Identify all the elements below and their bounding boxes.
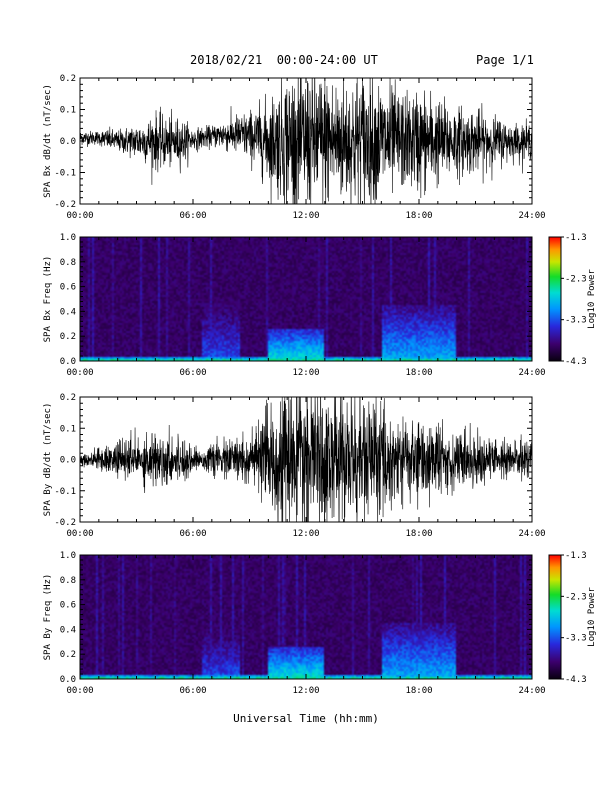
y-tick-label: 0.2: [60, 74, 76, 84]
y-tick-label: 0.0: [60, 357, 76, 367]
colorbar-tick-label: -4.3: [565, 357, 587, 367]
x-tick-label: 18:00: [405, 368, 432, 378]
x-tick-label: 12:00: [292, 368, 319, 378]
panel-1: -0.2 -0.1 0.0 0.1 0.2 00:00 06:00 12:00 18:00 24:…: [43, 74, 546, 221]
colorbar-tick-label: -4.3: [565, 675, 587, 685]
colorbar: [548, 236, 562, 362]
x-tick-label: 00:00: [66, 211, 93, 221]
y-tick-label: 0.1: [60, 106, 76, 116]
x-tick-label: 00:00: [66, 686, 93, 696]
x-tick-label: 18:00: [405, 686, 432, 696]
y-tick-label: 0.8: [60, 576, 76, 586]
y-tick-label: 0.4: [60, 625, 76, 635]
y-tick-label: 1.0: [60, 233, 76, 243]
x-tick-label: 24:00: [518, 211, 545, 221]
waveform-trace: [80, 397, 532, 522]
x-tick-label: 18:00: [405, 211, 432, 221]
colorbar-tick-label: -2.3: [565, 274, 587, 284]
x-tick-label: 06:00: [179, 529, 206, 539]
colorbar: [548, 554, 562, 680]
y-tick-label: 0.2: [60, 332, 76, 342]
page-indicator: Page 1/1: [476, 53, 534, 67]
x-tick-label: 24:00: [518, 368, 545, 378]
y-axis-label: SPA By dB/dt (nT/sec): [43, 403, 53, 517]
x-tick-label: 06:00: [179, 211, 206, 221]
x-axis-label: Universal Time (hh:mm): [233, 712, 379, 725]
y-axis-label: SPA By Freq (Hz): [43, 574, 53, 661]
y-tick-label: 0.1: [60, 424, 76, 434]
x-tick-label: 18:00: [405, 529, 432, 539]
y-axis-label: SPA Bx dB/dt (nT/sec): [43, 84, 53, 198]
y-tick-label: -0.2: [54, 200, 76, 210]
colorbar-tick-label: -3.3: [565, 634, 587, 644]
colorbar-tick-label: -2.3: [565, 592, 587, 602]
y-tick-label: 1.0: [60, 551, 76, 561]
y-tick-label: 0.4: [60, 307, 76, 317]
colorbar-tick-label: -1.3: [565, 233, 587, 243]
x-tick-label: 06:00: [179, 686, 206, 696]
x-tick-label: 00:00: [66, 368, 93, 378]
x-tick-label: 00:00: [66, 529, 93, 539]
panel-3: -0.2 -0.1 0.0 0.1 0.2 00:00 06:00 12:00 18:00 24:…: [43, 393, 546, 539]
y-tick-label: 0.6: [60, 283, 76, 293]
colorbar-tick-label: -3.3: [565, 316, 587, 326]
colorbar-label: Log10 Power: [587, 269, 597, 329]
y-tick-label: 0.8: [60, 258, 76, 268]
spectrogram-image: [80, 237, 532, 361]
y-tick-label: 0.0: [60, 137, 76, 147]
colorbar-label: Log10 Power: [587, 587, 597, 647]
x-tick-label: 06:00: [179, 368, 206, 378]
y-tick-label: 0.0: [60, 456, 76, 466]
y-tick-label: 0.2: [60, 393, 76, 403]
y-tick-label: -0.2: [54, 518, 76, 528]
panel-2: 0.0 0.2 0.4 0.6 0.8 1.0 00:00 06:00 12:00 18:00 24…: [43, 233, 597, 378]
x-tick-label: 24:00: [518, 529, 545, 539]
y-tick-label: -0.1: [54, 487, 76, 497]
y-axis-label: SPA Bx Freq (Hz): [43, 256, 53, 343]
chart-header-date: 2018/02/21 00:00-24:00 UT: [190, 53, 378, 67]
panel-4: 0.0 0.2 0.4 0.6 0.8 1.0 00:00 06:00 12:00 18:00 24…: [43, 551, 597, 696]
waveform-trace: [80, 78, 532, 204]
spectrogram-image: [80, 555, 532, 679]
x-tick-label: 12:00: [292, 211, 319, 221]
colorbar-tick-label: -1.3: [565, 551, 587, 561]
x-tick-label: 12:00: [292, 529, 319, 539]
y-tick-label: 0.6: [60, 601, 76, 611]
y-tick-label: 0.2: [60, 650, 76, 660]
x-tick-label: 12:00: [292, 686, 319, 696]
y-tick-label: 0.0: [60, 675, 76, 685]
x-tick-label: 24:00: [518, 686, 545, 696]
y-tick-label: -0.1: [54, 169, 76, 179]
